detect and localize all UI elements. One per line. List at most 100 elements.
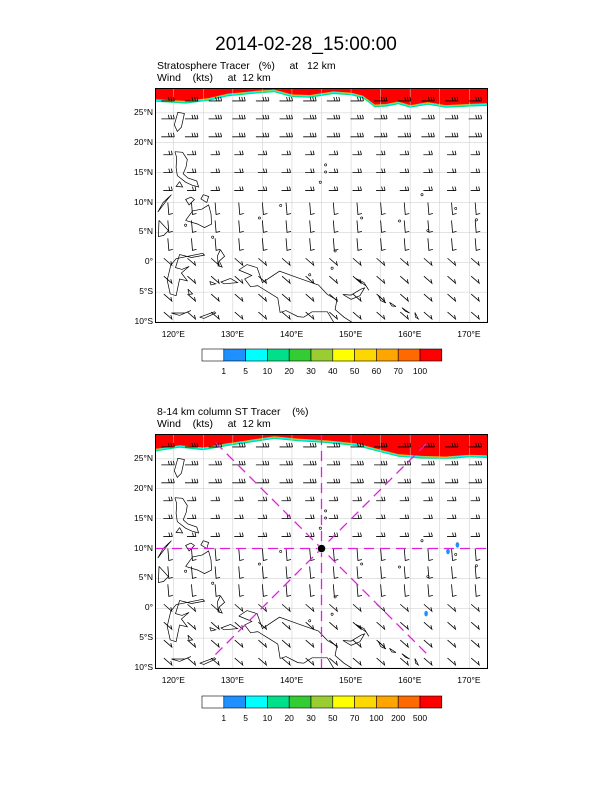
lon-tick-label: 160°E [398,675,422,685]
wind-barb [305,186,315,191]
lon-tick-label: 130°E [220,675,245,685]
coastline-13 [171,310,192,316]
wind-barb [423,657,433,667]
wind-barb [281,621,291,631]
wind-barb [191,220,197,233]
coastline-6 [238,610,353,668]
wind-barb [167,548,173,561]
island-6 [398,219,401,223]
wind-barb [326,114,341,120]
lat-tick-label: 5°S [139,632,153,643]
wind-barb [474,584,481,597]
island-4 [324,509,328,513]
coastline-6 [238,264,353,322]
wind-barb [163,150,173,156]
wind-barb [309,220,315,233]
lat-tick-label: 0° [144,602,153,613]
wind-barb [474,548,481,561]
wind-barb [399,639,409,649]
lat-tick-label: 15°N [134,166,153,177]
coastline-13 [171,656,192,662]
island-3 [324,170,328,174]
colorbar-label: 1 [221,713,227,723]
wind-barb [447,603,457,613]
coastline-0 [174,151,200,188]
wind-barb [399,311,409,321]
wind-barb [329,639,339,649]
colorbar-label: 10 [262,713,273,723]
island-9 [454,207,458,210]
wind-barb [376,311,386,321]
island-5 [360,216,364,220]
wind-barb [305,496,315,502]
colorbar-label: 20 [284,713,294,723]
wind-barb [163,257,173,267]
chart-title: 2014-02-28_15:00:00 [215,34,397,55]
wind-barb [187,257,197,267]
coastline-10 [389,302,397,307]
wind-barb [451,220,457,233]
wind-barb [303,478,317,484]
wind-barb [232,114,246,120]
coastline-3 [158,220,169,238]
wind-barb [399,186,410,191]
coastline-3 [158,566,169,584]
wind-barb [374,96,388,102]
wind-barb [163,311,173,321]
wind-barb [376,186,386,191]
wind-barb [163,621,173,631]
wind-barb [167,238,173,251]
island-13 [330,612,334,616]
wind-barb [474,566,481,579]
wind-barb [191,566,197,579]
wind-barb [258,311,268,321]
island-2 [318,180,322,184]
wind-barb [397,96,412,102]
wind-barb [232,460,246,466]
wind-barb [423,168,433,174]
coastline-7 [342,633,366,646]
wind-barb [399,293,409,303]
wind-barb [403,202,410,215]
wind-barb [326,132,341,138]
wind-barb [257,150,268,156]
wind-barb [397,114,412,120]
wind-barb [474,220,481,233]
coastline-10 [389,648,397,653]
wind-barb [186,532,197,537]
wind-barb [376,532,386,537]
wind-barbs [161,442,483,667]
lat-tick-label: 15°N [134,512,153,523]
wind-barb [447,168,457,174]
island-0 [258,216,261,220]
wind-barb [281,496,291,502]
wind-barb [191,548,197,561]
wind-barb [423,639,433,649]
wind-barb [470,293,480,303]
panel2-subtitle-2: Wind (kts) at 12 km [157,418,271,430]
coastline-19 [185,542,195,552]
wind-barb [332,202,339,215]
wind-barb [234,496,244,502]
wind-barb [187,275,197,285]
wind-barb [238,566,244,579]
wind-barb [350,478,364,484]
wind-barb [186,186,197,191]
wind-barb [303,114,317,120]
wind-barb [421,132,435,138]
wind-barb [350,132,364,138]
wind-barb [403,238,410,251]
wind-barb [305,168,315,174]
colorbar-swatch [310,695,334,709]
wind-barb [163,514,173,520]
wind-barb [470,657,480,667]
wind-barb [470,514,481,520]
wind-barb [399,603,409,613]
wind-barb [374,478,388,484]
wind-barb [161,442,175,448]
wind-barb [332,238,339,251]
wind-barb [468,478,483,484]
coastline-4 [166,252,206,297]
lon-tick-label: 140°E [279,329,304,339]
wind-barb [163,293,173,303]
